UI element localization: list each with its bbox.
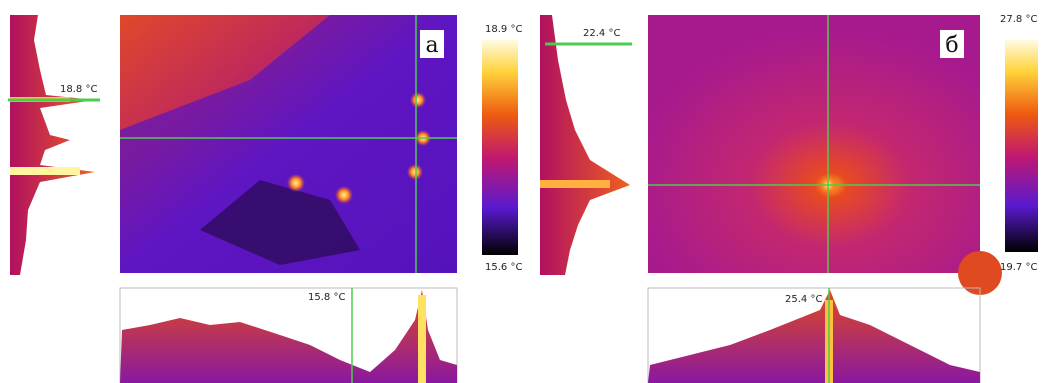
- label-box: [940, 30, 964, 58]
- bottom-profile-label: 15.8 °C: [308, 292, 345, 303]
- hot-spot: [335, 186, 353, 204]
- profile-frame: [119, 287, 458, 383]
- scale-min: 15.6 °C: [485, 262, 522, 273]
- bottom-profile-label: 25.4 °C: [785, 294, 822, 305]
- bottom-profile: [120, 290, 457, 383]
- hot-band: [418, 295, 426, 383]
- warm-corner: [958, 251, 1002, 295]
- color-scale: [482, 40, 518, 255]
- left-profile: [10, 15, 95, 275]
- scale-max: 27.8 °C: [1000, 14, 1037, 25]
- panel-label: б: [945, 33, 958, 58]
- cold-spot: [200, 180, 360, 265]
- scale-min: 19.7 °C: [1000, 262, 1037, 273]
- left-profile-label: 18.8 °C: [60, 84, 97, 95]
- hot-band: [10, 167, 80, 175]
- left-profile-label: 22.4 °C: [583, 28, 620, 39]
- panel-b: 22.4 °C б 27.8 °C 19.7 °C 25.4 °C: [540, 14, 1038, 383]
- label-box: [420, 30, 444, 58]
- color-scale: [1005, 40, 1038, 252]
- scale-max: 18.9 °C: [485, 24, 522, 35]
- profile-frame: [647, 287, 981, 383]
- hot-spot: [407, 164, 423, 180]
- hot-spot: [287, 174, 305, 192]
- panel-label: а: [425, 33, 438, 58]
- hot-spot: [410, 92, 426, 108]
- cold-region: [120, 15, 457, 273]
- bottom-profile: [648, 290, 980, 383]
- left-profile: [540, 15, 630, 275]
- hot-band: [540, 180, 610, 188]
- panel-a: 18.8 °C а 18.9 °C 15.6 °C 15.8 °C: [8, 15, 522, 383]
- thermal-image: [648, 15, 980, 273]
